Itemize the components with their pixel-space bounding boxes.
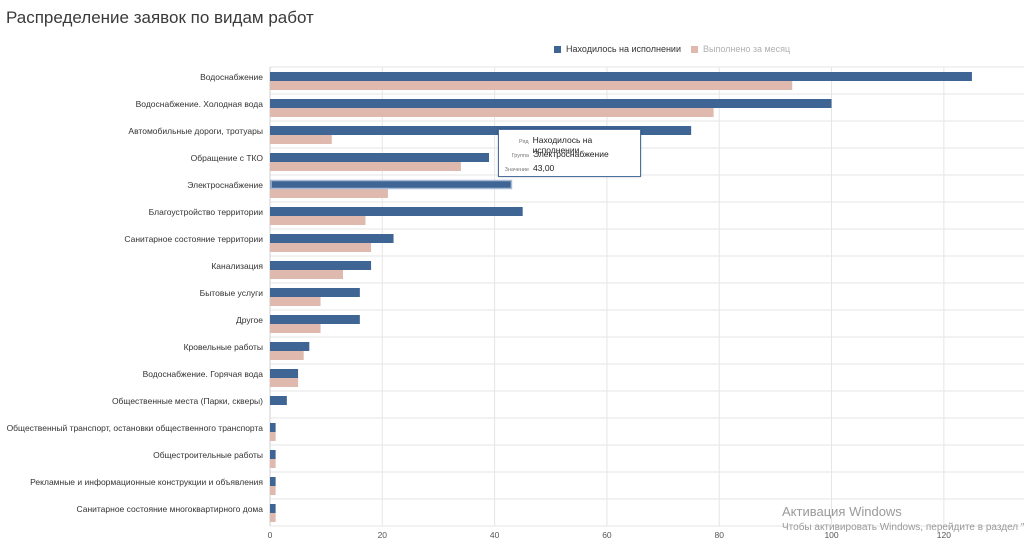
bar-series-2[interactable] [270, 513, 276, 522]
page-title: Распределение заявок по видам работ [6, 8, 314, 27]
tooltip-row-value: Значение 43,00 [499, 163, 555, 173]
bar-series-1[interactable] [270, 504, 276, 513]
bar-series-1[interactable] [270, 315, 360, 324]
category-label: Водоснабжение. Холодная вода [136, 99, 264, 109]
category-label: Обращение с ТКО [191, 153, 264, 163]
legend-swatch-series-2 [690, 45, 698, 53]
bar-series-2[interactable] [270, 486, 276, 495]
legend-label-series-1: Находилось на исполнении [566, 44, 681, 54]
bar-series-2[interactable] [270, 162, 461, 171]
category-label: Санитарное состояние территории [124, 234, 263, 244]
x-tick-label: 60 [602, 530, 612, 540]
x-tick-label: 40 [490, 530, 500, 540]
x-tick-label: 80 [714, 530, 724, 540]
x-tick-label: 20 [378, 530, 388, 540]
bar-series-2[interactable] [270, 81, 793, 90]
bar-series-1[interactable] [270, 126, 692, 135]
bar-series-2[interactable] [270, 459, 276, 468]
bar-series-2[interactable] [270, 216, 366, 225]
chart-tooltip: Ряд Находилось на исполнении Группа Элек… [498, 129, 641, 177]
x-tick-label: 0 [268, 530, 273, 540]
bar-series-1[interactable] [270, 234, 394, 243]
bar-series-1[interactable] [270, 153, 489, 162]
legend-item-series-2[interactable]: Выполнено за месяц [690, 44, 791, 54]
category-label: Водоснабжение. Горячая вода [143, 369, 264, 379]
category-label: Общественный транспорт, остановки общест… [7, 423, 264, 433]
bar-series-2[interactable] [270, 297, 321, 306]
category-label: Кровельные работы [184, 342, 263, 352]
bar-series-1[interactable] [270, 72, 972, 81]
bar-series-2[interactable] [270, 243, 372, 252]
category-label: Общественные места (Парки, скверы) [112, 396, 263, 406]
bar-hover-outline [270, 179, 513, 190]
category-label: Благоустройство территории [149, 207, 264, 217]
tooltip-series-value: Находилось на исполнении [532, 135, 593, 155]
bar-series-1[interactable] [270, 477, 276, 486]
bar-series-1[interactable] [270, 423, 276, 432]
bar-series-2[interactable] [270, 324, 321, 333]
category-label: Канализация [211, 261, 263, 271]
legend-swatch-series-1 [554, 45, 561, 53]
bar-series-2[interactable] [270, 135, 332, 144]
watermark-subtitle: Чтобы активировать Windows, перейдите в … [782, 522, 1024, 533]
x-tick-label: 100 [824, 530, 838, 540]
tooltip-value-value: 43,00 [533, 163, 555, 173]
bar-series-1[interactable] [270, 450, 276, 459]
legend-label-series-2: Выполнено за месяц [702, 44, 791, 54]
category-label: Рекламные и информационные конструкции и… [30, 477, 263, 487]
bar-series-2[interactable] [270, 378, 299, 387]
category-label: Другое [236, 315, 263, 325]
tooltip-group-key: Группа [511, 153, 529, 159]
tooltip-series-key: Ряд [518, 139, 529, 145]
windows-activation-watermark: Активация Windows Чтобы активировать Win… [782, 504, 1024, 533]
bar-series-2[interactable] [270, 189, 388, 198]
bar-series-1[interactable] [270, 207, 523, 216]
category-label: Общестроительные работы [153, 450, 263, 460]
bar-series-1[interactable] [270, 396, 287, 405]
chart-legend: Находилось на исполнении Выполнено за ме… [554, 44, 790, 54]
category-label: Водоснабжение [200, 72, 263, 82]
watermark-title: Активация Windows [782, 504, 902, 519]
tooltip-group-value: Электроснабжение [533, 149, 609, 159]
tooltip-value-key: Значение [504, 167, 529, 173]
tooltip-row-series: Ряд Находилось на исполнении [499, 135, 640, 155]
bar-series-1[interactable] [270, 288, 360, 297]
bar-series-2[interactable] [270, 432, 276, 441]
bar-series-2[interactable] [270, 270, 343, 279]
category-label: Бытовые услуги [200, 288, 264, 298]
category-label: Электроснабжение [187, 180, 263, 190]
tooltip-row-group: Группа Электроснабжение [499, 149, 609, 159]
legend-item-series-1[interactable]: Находилось на исполнении [554, 44, 681, 54]
bar-series-2[interactable] [270, 108, 714, 117]
bar-series-1[interactable] [270, 369, 299, 378]
bar-series-1[interactable] [270, 342, 310, 351]
category-label: Санитарное состояние многоквартирного до… [76, 504, 263, 514]
category-label: Автомобильные дороги, тротуары [128, 126, 263, 136]
bar-series-1[interactable] [270, 99, 832, 108]
bar-series-1[interactable] [270, 261, 372, 270]
x-tick-label: 120 [937, 530, 951, 540]
bar-series-1[interactable] [270, 180, 512, 189]
bar-series-2[interactable] [270, 351, 304, 360]
